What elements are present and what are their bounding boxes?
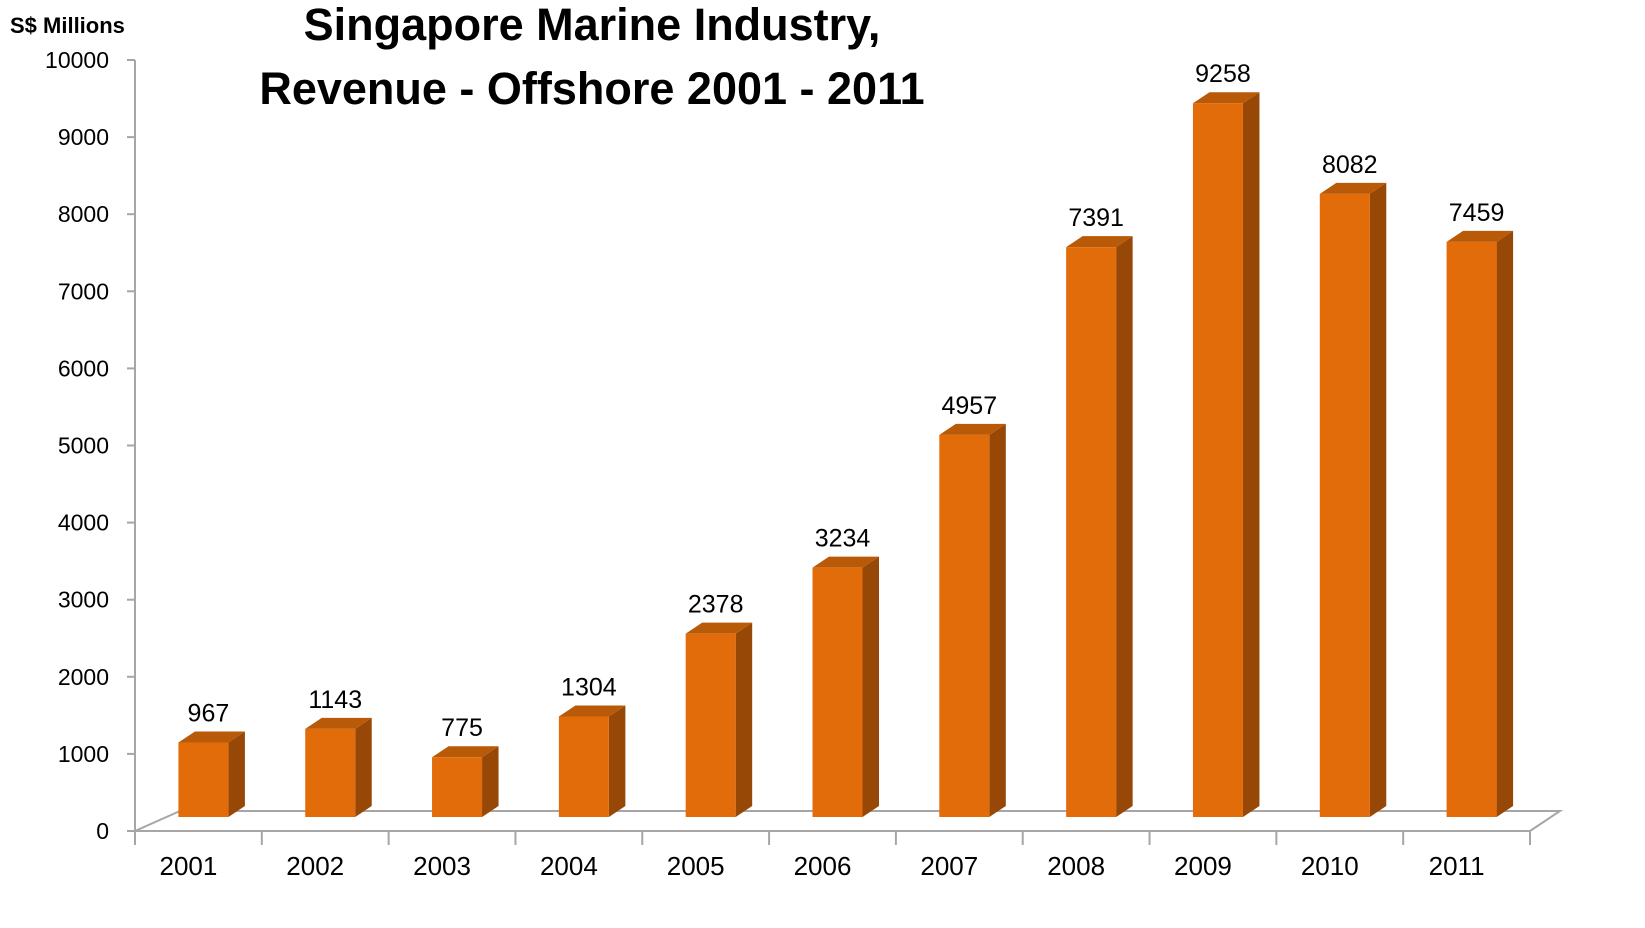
bar-top-face xyxy=(1192,92,1260,104)
bar-front-face xyxy=(1446,241,1497,817)
bar-front-face xyxy=(432,757,483,817)
bar-top-face xyxy=(1066,236,1133,248)
bar-side-face xyxy=(355,717,372,817)
bar-front-face xyxy=(305,728,356,817)
y-tick-label: 4000 xyxy=(58,510,109,536)
bar-side-face xyxy=(228,731,245,817)
x-tick-label: 2011 xyxy=(1429,851,1485,881)
data-label: 1304 xyxy=(561,673,617,701)
data-label: 2378 xyxy=(688,591,744,619)
bars-layer xyxy=(178,92,1514,818)
y-axis-unit-label: S$ Millions xyxy=(10,13,125,38)
bar-2001 xyxy=(178,731,245,817)
y-tick-label: 2000 xyxy=(58,664,109,690)
y-tick-label: 0 xyxy=(96,818,109,844)
bar-front-face xyxy=(1066,247,1117,817)
y-tick-label: 1000 xyxy=(58,741,109,767)
bar-front-face xyxy=(1319,193,1370,817)
bar-front-face xyxy=(939,434,990,817)
y-tick-label: 10000 xyxy=(45,47,109,73)
x-tick-label: 2001 xyxy=(159,851,217,881)
bar-2003 xyxy=(432,746,499,817)
bar-2006 xyxy=(812,556,879,817)
bar-top-face xyxy=(1319,182,1387,194)
data-label: 9258 xyxy=(1195,60,1251,88)
bar-2007 xyxy=(939,423,1006,817)
bar-top-face xyxy=(432,746,499,758)
bar-2005 xyxy=(685,622,753,817)
x-tick-label: 2009 xyxy=(1174,851,1232,881)
bar-side-face xyxy=(482,746,499,817)
y-tick-label: 3000 xyxy=(58,587,109,613)
x-tick-label: 2004 xyxy=(540,851,598,881)
bar-front-face xyxy=(558,716,609,817)
bar-front-face xyxy=(685,633,736,817)
bar-2008 xyxy=(1066,236,1133,817)
bar-top-face xyxy=(812,556,879,568)
data-label: 775 xyxy=(441,714,483,742)
axis-layer: 0 1000 2000 3000 4000 5000 6000 7000 8000 9000 100… xyxy=(45,47,1531,845)
chart-title-line-1: Singapore Marine Industry, xyxy=(304,0,881,50)
y-tick-label: 9000 xyxy=(58,124,109,150)
x-tick-label: 2008 xyxy=(1047,851,1105,881)
bar-front-face xyxy=(812,567,863,817)
data-label: 7391 xyxy=(1068,204,1124,232)
bar-top-face xyxy=(305,717,372,729)
data-label: 4957 xyxy=(942,392,998,420)
bar-2002 xyxy=(305,717,372,817)
labels-layer: 967 2001 1143 2002 775 2003 1304 2004 2378 2005 32… xyxy=(159,60,1504,881)
bar-side-face xyxy=(862,556,879,817)
y-tick-label: 8000 xyxy=(58,201,109,227)
x-tick-label: 2005 xyxy=(667,851,725,881)
x-tick-label: 2002 xyxy=(286,851,344,881)
x-tick-label: 2010 xyxy=(1301,851,1359,881)
bar-side-face xyxy=(608,705,626,817)
data-label: 7459 xyxy=(1449,199,1505,227)
y-tick-label: 6000 xyxy=(58,355,109,381)
bar-top-face xyxy=(558,705,626,717)
bar-front-face xyxy=(178,742,229,817)
chart-title-line-2: Revenue - Offshore 2001 - 2011 xyxy=(259,63,924,114)
bar-side-face xyxy=(989,423,1006,817)
x-tick-label: 2003 xyxy=(413,851,471,881)
bar-front-face xyxy=(1192,103,1243,818)
x-tick-label: 2006 xyxy=(794,851,852,881)
bar-side-face xyxy=(1496,230,1514,817)
bar-2011 xyxy=(1446,230,1514,817)
y-tick-label: 5000 xyxy=(58,433,109,459)
bar-2010 xyxy=(1319,182,1387,817)
data-label: 8082 xyxy=(1322,151,1378,179)
bar-top-face xyxy=(178,731,245,743)
bar-2004 xyxy=(558,705,626,817)
bar-top-face xyxy=(939,423,1006,435)
bar-side-face xyxy=(735,622,753,817)
bar-top-face xyxy=(685,622,753,634)
bar-side-face xyxy=(1242,92,1260,818)
bar-top-face xyxy=(1446,230,1514,242)
bar-side-face xyxy=(1369,182,1387,817)
data-label: 1143 xyxy=(308,686,362,714)
bar-2009 xyxy=(1192,92,1260,818)
data-label: 3234 xyxy=(815,525,871,553)
bar-side-face xyxy=(1116,236,1133,817)
y-tick-label: 7000 xyxy=(58,278,109,304)
x-tick-label: 2007 xyxy=(920,851,978,881)
data-label: 967 xyxy=(188,699,230,727)
